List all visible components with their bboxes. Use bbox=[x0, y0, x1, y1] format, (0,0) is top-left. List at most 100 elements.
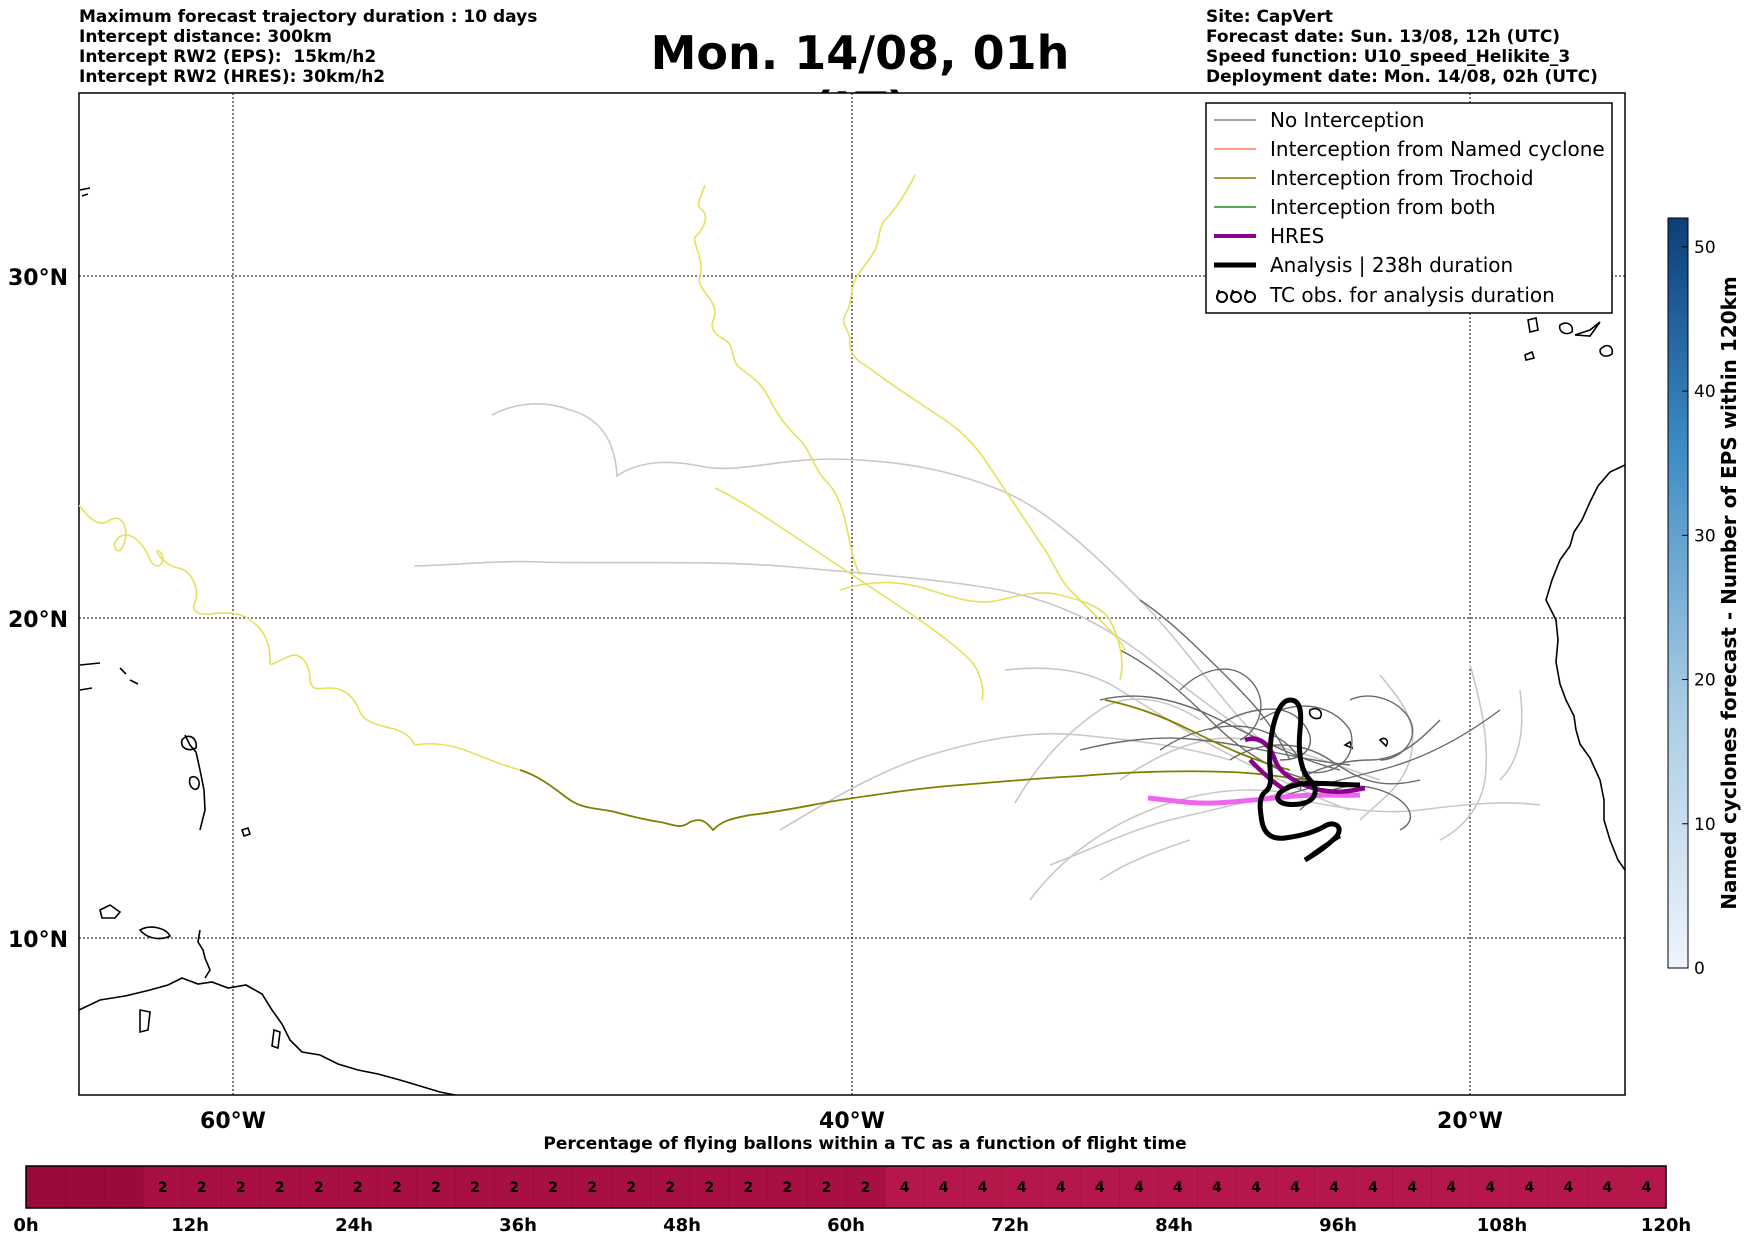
analysis-tail bbox=[1303, 834, 1342, 862]
trochoid-track-3 bbox=[842, 174, 1126, 651]
colorbar-tick-label: 50 bbox=[1694, 238, 1716, 258]
bar-cell-value: 4 bbox=[1017, 1180, 1027, 1196]
bar-cell bbox=[103, 1165, 144, 1209]
forecast-info-left: Maximum forecast trajectory duration : 1… bbox=[79, 7, 537, 87]
eps-track-10 bbox=[1299, 799, 1541, 813]
bar-cell-value: 4 bbox=[1603, 1180, 1613, 1196]
bar-cell bbox=[1626, 1165, 1667, 1209]
bar-tick-label: 120h bbox=[1641, 1215, 1691, 1236]
bar-cell-value: 4 bbox=[1642, 1180, 1652, 1196]
olive-track-2 bbox=[1104, 699, 1291, 771]
bar-cell-value: 2 bbox=[548, 1180, 558, 1196]
bar-cell-value: 4 bbox=[1446, 1180, 1456, 1196]
bar-cell-value: 4 bbox=[1485, 1180, 1495, 1196]
bar-tick-label: 24h bbox=[335, 1215, 373, 1236]
eps-track-3 bbox=[779, 732, 1231, 831]
bar-cell-value: 2 bbox=[158, 1180, 168, 1196]
max-duration-text: Maximum forecast trajectory duration : 1… bbox=[79, 7, 538, 27]
legend-label-named-cyclone: Interception from Named cyclone bbox=[1270, 137, 1605, 161]
bar-cell bbox=[64, 1165, 105, 1209]
coast-canary-1 bbox=[1558, 322, 1574, 335]
trochoid-trajectories-olive bbox=[519, 699, 1321, 832]
bar-tick-label: 48h bbox=[663, 1215, 701, 1236]
bar-cell-value: 4 bbox=[1368, 1180, 1378, 1196]
bar-cell-value: 4 bbox=[939, 1180, 949, 1196]
site-text: Site: CapVert bbox=[1206, 7, 1333, 27]
bar-cell bbox=[1040, 1165, 1082, 1209]
lat-label-30n: 30°N bbox=[8, 266, 68, 291]
bar-cell-value: 2 bbox=[470, 1180, 480, 1196]
bar-cell bbox=[1197, 1165, 1238, 1209]
coast-islands-4 bbox=[138, 926, 172, 940]
analysis-track bbox=[1257, 697, 1361, 863]
eps-dark-11 bbox=[1349, 695, 1414, 761]
bar-tick-label: 72h bbox=[991, 1215, 1029, 1236]
bar-cell-value: 4 bbox=[1212, 1180, 1222, 1196]
bar-cell-value: 2 bbox=[861, 1180, 871, 1196]
bar-cell bbox=[611, 1165, 652, 1209]
eps-trajectories-dark bbox=[1079, 599, 1501, 831]
speed-function-text: Speed function: U10_speed_Helikite_3 bbox=[1206, 47, 1571, 67]
eps-track-2 bbox=[413, 560, 1271, 751]
bar-cell bbox=[1470, 1165, 1511, 1209]
coast-islands-3 bbox=[99, 904, 122, 919]
intercept-eps-text: Intercept RW2 (EPS): 15km/h2 bbox=[79, 47, 377, 67]
colorbar-ticks: 0 10 20 30 40 50 bbox=[1682, 238, 1716, 979]
bar-cell-value: 2 bbox=[822, 1180, 832, 1196]
bar-cell-value: 2 bbox=[275, 1180, 285, 1196]
lon-label-60w: 60°W bbox=[200, 1109, 266, 1134]
colorbar-tick-label: 0 bbox=[1694, 959, 1705, 979]
bar-tick-label: 96h bbox=[1319, 1215, 1357, 1236]
bar-cell-value: 4 bbox=[1251, 1180, 1261, 1196]
eps-dark-8 bbox=[1229, 744, 1421, 785]
coast-cape-verde bbox=[1308, 707, 1389, 750]
bar-cell bbox=[1509, 1165, 1550, 1209]
bar-cell-value: 2 bbox=[392, 1180, 402, 1196]
bar-cell-value: 2 bbox=[626, 1180, 636, 1196]
lat-label-10n: 10°N bbox=[8, 928, 68, 953]
lon-label-40w: 40°W bbox=[819, 1109, 885, 1134]
trochoid-track-4 bbox=[714, 487, 984, 701]
bar-cell-value: 4 bbox=[1290, 1180, 1300, 1196]
bar-cell-value: 2 bbox=[197, 1180, 207, 1196]
bar-cell bbox=[1275, 1165, 1316, 1209]
tc-percentage-bar: 2 2 2 2 2 2 2 2 2 2 2 2 2 2 2 2 2 2 2 4 4 4 4 4 4 4 4 4 4 4 4 4 4 4 4 4 4 4 4 0… bbox=[13, 1165, 1691, 1236]
bar-cell-value: 4 bbox=[900, 1180, 910, 1196]
colorbar: 0 10 20 30 40 50 Named cyclones forecast - Nu… bbox=[1667, 217, 1741, 979]
olive-track-1 bbox=[519, 769, 1321, 832]
eps-track-4 bbox=[1014, 698, 1201, 804]
bar-cell bbox=[1587, 1165, 1628, 1209]
legend-box bbox=[1205, 102, 1613, 314]
bar-cell bbox=[494, 1165, 535, 1209]
bar-cell-value: 4 bbox=[1329, 1180, 1339, 1196]
coast-south-america bbox=[79, 977, 456, 1095]
bar-cell-value: 4 bbox=[1056, 1180, 1066, 1196]
bar-cell bbox=[689, 1165, 730, 1209]
bar-cell-value: 2 bbox=[783, 1180, 793, 1196]
legend-label-tc-obs: TC obs. for analysis duration bbox=[1269, 283, 1555, 307]
bar-tick-label: 108h bbox=[1477, 1215, 1527, 1236]
eps-dark-5 bbox=[1269, 709, 1501, 801]
bar-cell-value: 2 bbox=[353, 1180, 363, 1196]
bar-cell-value: 4 bbox=[1564, 1180, 1574, 1196]
coast-islands-5 bbox=[139, 1009, 151, 1034]
coast-canary-4 bbox=[1524, 317, 1539, 361]
coast-top-left bbox=[79, 187, 91, 197]
bar-cell-value: 4 bbox=[1095, 1180, 1105, 1196]
trochoid-track-6 bbox=[1109, 619, 1123, 681]
bar-cell bbox=[25, 1165, 66, 1209]
coast-canary-2 bbox=[1574, 321, 1601, 337]
bar-cell-value: 4 bbox=[978, 1180, 988, 1196]
eps-track-11 bbox=[1499, 689, 1523, 781]
bar-frame bbox=[25, 1165, 1667, 1209]
bar-tick-label: 0h bbox=[13, 1215, 38, 1236]
coast-west-africa bbox=[1545, 464, 1625, 871]
hres-light bbox=[1147, 792, 1361, 806]
hres-track bbox=[1147, 736, 1366, 806]
bar-cell bbox=[806, 1165, 847, 1209]
tc-obs-icon bbox=[1216, 289, 1256, 303]
forecast-date-text: Forecast date: Sun. 13/08, 12h (UTC) bbox=[1206, 27, 1561, 47]
coastlines bbox=[79, 187, 1625, 1095]
eps-trajectories-gray bbox=[413, 403, 1541, 901]
